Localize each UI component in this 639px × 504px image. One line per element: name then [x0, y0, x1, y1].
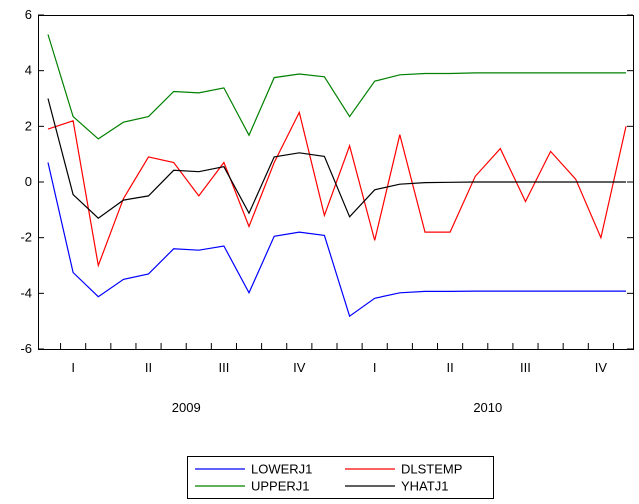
- y-axis: -6 -4 -2 0 2 4 6: [20, 7, 633, 356]
- y-tick-label: -4: [20, 285, 32, 300]
- quarter-label: I: [373, 360, 377, 375]
- series-line-yhatj1: [47, 98, 626, 219]
- legend: LOWERJ1 DLSTEMP UPPERJ1 YHATJ1: [187, 456, 494, 499]
- quarter-label: IV: [595, 360, 608, 375]
- series-line-upperj1: [47, 34, 626, 140]
- y-tick-label: -6: [20, 341, 32, 356]
- quarter-label: II: [446, 360, 453, 375]
- series-line-dlstemp: [47, 110, 627, 268]
- series-lines: [47, 34, 627, 318]
- legend-label: DLSTEMP: [401, 462, 462, 477]
- quarter-label: II: [145, 360, 152, 375]
- year-label: 2009: [172, 400, 201, 415]
- y-tick-label: 6: [25, 7, 32, 22]
- y-tick-label: 2: [25, 118, 32, 133]
- legend-label: YHATJ1: [401, 479, 448, 494]
- legend-label: UPPERJ1: [251, 479, 310, 494]
- series-line-lowerj1: [47, 162, 626, 318]
- quarter-label: I: [71, 360, 75, 375]
- y-tick-label: 4: [25, 63, 32, 78]
- legend-box: [187, 456, 494, 499]
- quarter-label: IV: [293, 360, 306, 375]
- legend-label: LOWERJ1: [251, 462, 312, 477]
- y-tick-label: -2: [20, 230, 32, 245]
- quarter-label: III: [218, 360, 229, 375]
- year-label: 2010: [473, 400, 502, 415]
- y-tick-label: 0: [25, 174, 32, 189]
- quarter-label: III: [520, 360, 531, 375]
